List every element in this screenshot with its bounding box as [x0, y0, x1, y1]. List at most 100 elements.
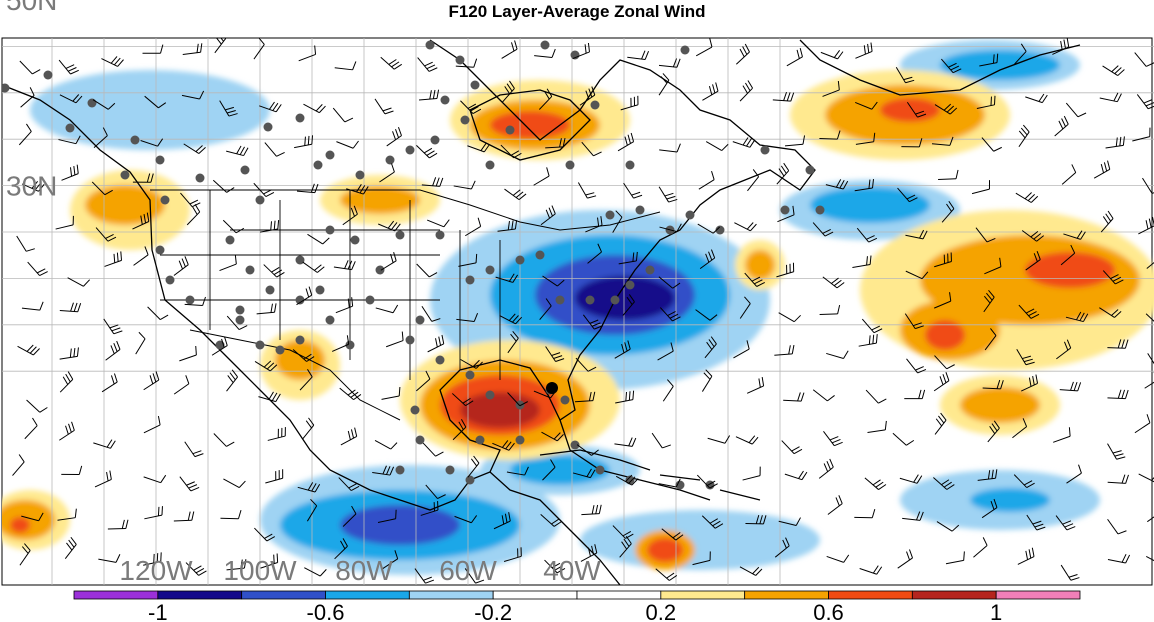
station-marker — [365, 295, 375, 305]
wind-barb — [133, 246, 149, 266]
wind-barb — [1134, 52, 1154, 67]
wind-barb — [1105, 136, 1125, 149]
wind-barb — [1021, 374, 1039, 392]
station-marker — [425, 40, 435, 50]
wind-barb — [334, 538, 348, 560]
wind-barb — [1099, 307, 1122, 318]
wind-barb — [214, 38, 227, 54]
wind-barb — [107, 519, 129, 530]
wind-barb — [506, 466, 529, 476]
wind-barb — [651, 432, 671, 449]
wind-barb — [1065, 102, 1087, 118]
wind-barb — [346, 184, 369, 195]
wind-barb — [186, 203, 201, 226]
wind-barb — [783, 392, 805, 402]
wind-barb — [534, 48, 556, 58]
wind-barb — [859, 565, 883, 575]
wind-barb — [467, 143, 490, 153]
wind-barb — [781, 440, 803, 455]
wind-barb — [1099, 92, 1122, 103]
anomaly-region — [745, 250, 775, 280]
wind-barb — [786, 48, 803, 67]
wind-barb — [59, 371, 74, 393]
wind-barb — [333, 260, 356, 271]
longitude-labels: 120W 100W 80W 60W 40W — [119, 555, 601, 586]
wind-barb — [587, 243, 602, 264]
wind-barb — [906, 101, 927, 118]
wind-barb — [464, 217, 482, 237]
latitude-labels: 50N 30N — [6, 0, 57, 202]
wind-barb — [698, 170, 715, 190]
wind-barb — [854, 508, 876, 519]
wind-barb — [776, 162, 790, 185]
station-marker — [325, 315, 335, 325]
wind-barb — [704, 336, 717, 359]
station-marker — [415, 315, 425, 325]
wind-barb — [377, 509, 397, 523]
wind-barb — [332, 107, 354, 123]
anomaly-region — [10, 517, 30, 533]
anomaly-region — [575, 276, 675, 320]
station-marker — [675, 480, 685, 490]
colorbar-swatch — [325, 590, 410, 600]
station-marker — [535, 250, 545, 260]
wind-barb — [132, 212, 150, 230]
wind-barb — [984, 328, 997, 351]
wind-barb — [58, 59, 79, 75]
wind-barb — [147, 306, 169, 321]
wind-barb — [982, 379, 1004, 390]
wind-barb — [695, 38, 713, 57]
latitude-label: 30N — [6, 171, 57, 202]
wind-barb — [861, 318, 883, 334]
wind-barb — [26, 399, 48, 413]
colorbar-swatch — [408, 590, 494, 600]
wind-barb — [260, 553, 279, 569]
wind-barb — [21, 181, 45, 192]
wind-barb — [381, 386, 401, 400]
colorbar-swatch — [576, 590, 662, 600]
wind-barb — [1134, 414, 1151, 434]
station-marker — [685, 210, 695, 220]
wind-barb — [774, 344, 795, 356]
wind-barb — [661, 528, 684, 541]
station-marker — [625, 160, 635, 170]
wind-barb — [378, 220, 401, 232]
wind-barb — [339, 387, 362, 401]
wind-barb — [1100, 210, 1114, 233]
wind-barb — [421, 177, 444, 187]
wind-barb — [545, 137, 566, 149]
wind-barb — [574, 391, 596, 403]
wind-barb — [507, 330, 519, 354]
station-marker — [595, 465, 605, 475]
coastlines-and-borders — [2, 39, 1081, 585]
wind-barb — [219, 255, 237, 272]
wind-barb — [503, 547, 522, 562]
wind-barb — [502, 80, 515, 103]
colorbar-swatch — [492, 590, 578, 600]
wind-barb — [143, 371, 160, 391]
wind-barb — [451, 393, 474, 407]
wind-barb — [580, 544, 598, 562]
colorbar-swatch — [828, 590, 913, 600]
wind-barb — [658, 186, 678, 203]
wind-barb — [173, 375, 190, 395]
wind-barb — [735, 43, 750, 65]
wind-barb — [705, 141, 729, 152]
wind-barb — [501, 40, 518, 59]
wind-barb — [1107, 474, 1129, 484]
wind-barb — [620, 95, 639, 111]
wind-barb — [173, 511, 195, 522]
wind-barb — [331, 335, 350, 352]
wind-barb — [819, 304, 841, 315]
colorbar-tick-label: -0.2 — [474, 600, 512, 622]
wind-barb — [572, 468, 596, 479]
anomaly-region — [925, 320, 965, 350]
wind-barb — [179, 345, 197, 362]
wind-barb — [934, 292, 952, 309]
wind-barb — [812, 389, 835, 402]
wind-barb — [854, 178, 874, 192]
wind-barb — [575, 357, 597, 372]
wind-barb — [226, 369, 238, 392]
colorbar-swatch — [911, 590, 997, 600]
wind-barb — [699, 249, 716, 270]
